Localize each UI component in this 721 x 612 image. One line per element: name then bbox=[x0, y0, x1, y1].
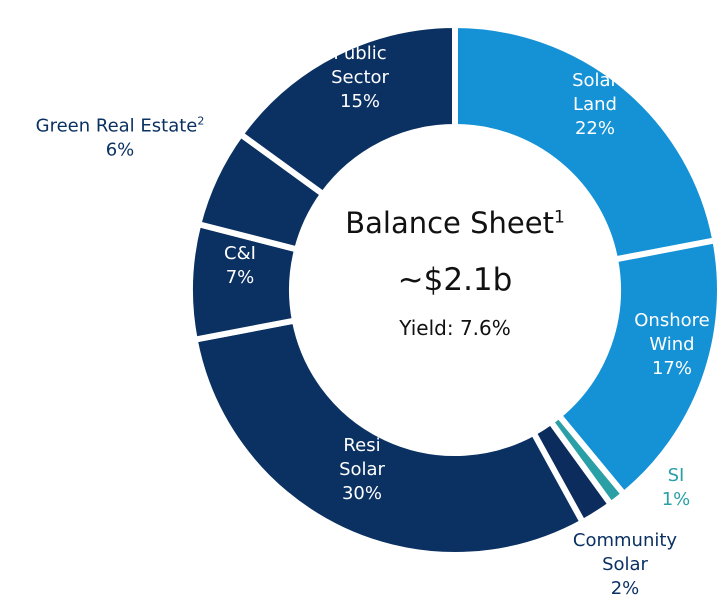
center-value: ~$2.1b bbox=[397, 262, 513, 298]
segment-name-box: Onshore Wind bbox=[634, 309, 709, 357]
segment-name: Solar Land bbox=[572, 70, 618, 115]
segment-name: Onshore Wind bbox=[634, 310, 710, 355]
segment-value: 17% bbox=[651, 358, 692, 379]
segment-value: 1% bbox=[661, 489, 691, 510]
center-title-box: Balance Sheet1 bbox=[305, 206, 605, 240]
segment-label: C&I 7% bbox=[224, 242, 256, 290]
segment-name: Green Real Estate bbox=[35, 115, 198, 137]
donut-segment bbox=[452, 21, 719, 263]
segment-name-box: C&I bbox=[224, 242, 256, 266]
segment-name-box: Resi Solar bbox=[339, 434, 385, 482]
donut-segment bbox=[191, 317, 587, 558]
center-title-note: 1 bbox=[553, 207, 565, 228]
segment-name-box: Solar Land bbox=[572, 69, 618, 117]
segment-value: 2% bbox=[610, 578, 640, 599]
segment-label: Public Sector 15% bbox=[331, 42, 389, 114]
segment-name-box: Public Sector bbox=[331, 42, 389, 90]
donut-segment bbox=[236, 21, 458, 199]
segment-value: 6% bbox=[105, 139, 135, 161]
segment-name-box: Community Solar bbox=[573, 529, 677, 577]
segment-label: Onshore Wind 17% bbox=[634, 309, 709, 381]
segment-value: 7% bbox=[225, 267, 255, 288]
segment-label: Solar Land 22% bbox=[572, 69, 618, 141]
segment-name: Community Solar bbox=[572, 530, 678, 575]
segment-value: 15% bbox=[339, 91, 381, 112]
segment-name: SI bbox=[667, 465, 685, 486]
segment-label: Green Real Estate2 6% bbox=[36, 110, 205, 163]
segment-name: Public Sector bbox=[331, 43, 389, 88]
segment-label: Community Solar 2% bbox=[573, 529, 677, 601]
segment-name: Resi Solar bbox=[339, 435, 385, 480]
segment-name-box: Green Real Estate2 bbox=[36, 110, 205, 139]
segment-value: 22% bbox=[574, 118, 615, 139]
segment-label: Resi Solar 30% bbox=[339, 434, 385, 506]
segment-value: 30% bbox=[341, 483, 382, 504]
segment-label: SI 1% bbox=[662, 464, 691, 512]
segment-note: 2 bbox=[197, 114, 205, 128]
segment-name: C&I bbox=[224, 243, 256, 264]
center-subtitle: Yield: 7.6% bbox=[399, 316, 511, 340]
center-title: Balance Sheet bbox=[345, 206, 554, 240]
segment-name-box: SI bbox=[668, 464, 685, 488]
